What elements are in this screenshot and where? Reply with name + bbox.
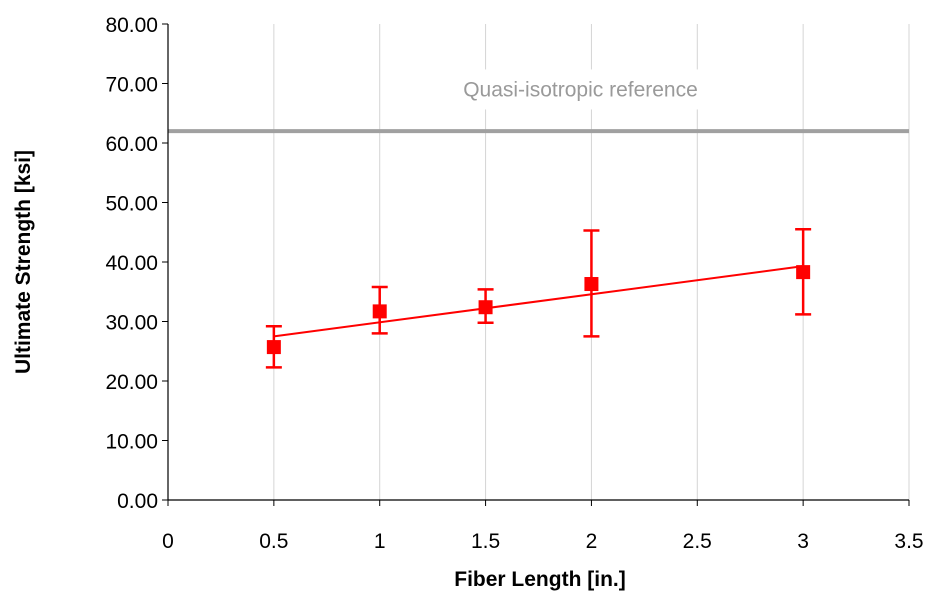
reference-line-group: Quasi-isotropic reference <box>168 69 909 134</box>
y-tick-label: 20.00 <box>105 371 158 394</box>
y-tick-label: 0.00 <box>117 490 158 513</box>
trendline <box>273 265 804 338</box>
data-point-group <box>265 325 282 369</box>
y-tick-label: 40.00 <box>105 252 158 275</box>
y-tick-labels: 0.00 10.00 20.00 30.00 40.00 50.00 60.00 70.00 8… <box>105 14 158 513</box>
data-point <box>478 300 493 315</box>
y-tick-label: 50.00 <box>105 193 158 216</box>
x-tick-label: 1.5 <box>471 530 500 553</box>
x-tick-label: 0 <box>162 530 174 553</box>
y-tick-label: 30.00 <box>105 312 158 335</box>
y-tick-label: 80.00 <box>105 14 158 37</box>
data-point <box>372 304 387 319</box>
x-axis-title: Fiber Length [in.] <box>454 568 625 591</box>
data-point-group <box>371 285 388 335</box>
data-point <box>266 340 281 355</box>
x-tick-label: 3.5 <box>894 530 923 553</box>
x-tick-label: 2.5 <box>683 530 712 553</box>
y-tick-label: 60.00 <box>105 133 158 156</box>
data-point <box>584 277 599 292</box>
x-tick-label: 3 <box>797 530 809 553</box>
y-tick-label: 10.00 <box>105 431 158 454</box>
y-axis-title: Ultimate Strength [ksi] <box>12 150 35 374</box>
x-tick-label: 2 <box>586 530 598 553</box>
x-tick-label: 0.5 <box>259 530 288 553</box>
data-point-group <box>477 288 494 324</box>
data-points <box>265 228 812 369</box>
trendline-group <box>273 265 804 338</box>
x-tick-labels: 0 0.5 1 1.5 2 2.5 3 3.5 <box>162 530 923 553</box>
reference-label-background <box>382 69 779 110</box>
data-point-group <box>795 228 812 316</box>
data-point <box>796 265 811 280</box>
reference-line-label: Quasi-isotropic reference <box>463 78 698 101</box>
data-point-group <box>583 229 600 338</box>
y-tick-label: 70.00 <box>105 74 158 97</box>
x-tick-label: 1 <box>374 530 386 553</box>
axes <box>162 23 910 506</box>
